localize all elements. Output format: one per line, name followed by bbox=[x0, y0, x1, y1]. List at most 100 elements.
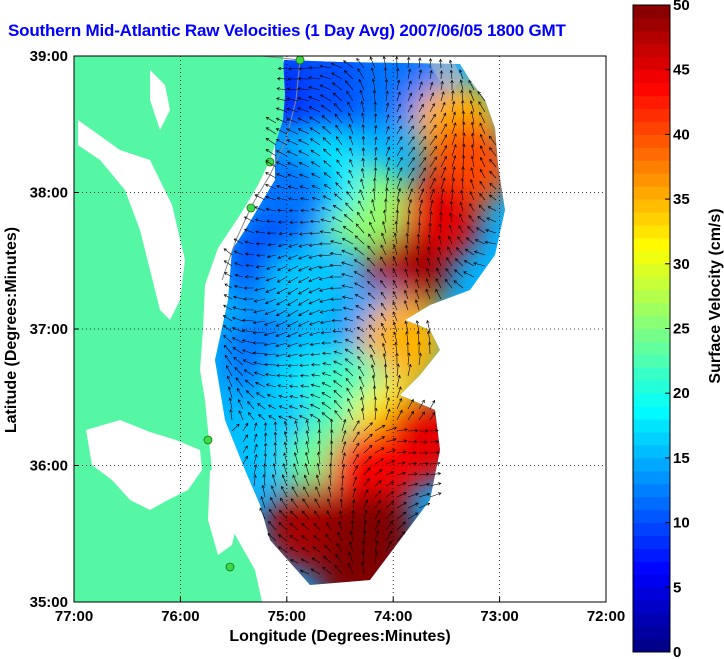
velocity-vector bbox=[252, 351, 266, 355]
velocity-vector bbox=[297, 107, 310, 113]
velocity-vector bbox=[232, 316, 244, 322]
velocity-vector bbox=[226, 364, 233, 377]
velocity-vector bbox=[407, 451, 417, 455]
velocity-vector bbox=[396, 136, 403, 146]
velocity-vector bbox=[298, 353, 310, 357]
velocity-vector bbox=[287, 173, 299, 179]
velocity-vector bbox=[305, 440, 310, 454]
velocity-vector bbox=[277, 220, 288, 224]
velocity-vector bbox=[396, 374, 401, 388]
velocity-vector bbox=[266, 231, 277, 235]
velocity-vector bbox=[373, 112, 378, 124]
velocity-vector bbox=[418, 429, 429, 433]
velocity-vector bbox=[273, 452, 277, 465]
velocity-vector bbox=[289, 522, 299, 531]
velocity-vector bbox=[394, 220, 398, 234]
velocity-vector bbox=[435, 288, 442, 300]
velocity-vector bbox=[396, 187, 402, 201]
velocity-vector bbox=[393, 331, 398, 344]
velocity-vector bbox=[318, 265, 332, 270]
velocity-vector bbox=[263, 432, 268, 443]
velocity-vector bbox=[267, 404, 277, 410]
velocity-vector bbox=[222, 325, 233, 333]
velocity-vector bbox=[407, 502, 419, 509]
velocity-vector bbox=[435, 278, 442, 289]
velocity-vector bbox=[318, 287, 332, 292]
velocity-vector bbox=[278, 522, 288, 531]
velocity-vector bbox=[305, 419, 310, 432]
velocity-vector bbox=[320, 331, 332, 335]
velocity-vector bbox=[299, 363, 310, 368]
x-tick-label: 76:00 bbox=[161, 608, 199, 625]
velocity-vector bbox=[374, 458, 384, 465]
velocity-vector bbox=[407, 177, 414, 190]
velocity-vector bbox=[415, 278, 420, 289]
velocity-vector bbox=[407, 125, 414, 135]
velocity-vector bbox=[268, 520, 277, 531]
velocity-vectors bbox=[222, 56, 497, 575]
velocity-vector bbox=[392, 311, 398, 322]
velocity-vector bbox=[484, 240, 497, 245]
velocity-vector bbox=[429, 492, 442, 498]
velocity-vector bbox=[275, 363, 288, 368]
colorbar-segment bbox=[633, 82, 670, 97]
velocity-vector bbox=[329, 240, 343, 245]
velocity-vector bbox=[415, 257, 420, 267]
velocity-vector bbox=[314, 498, 321, 509]
velocity-vector bbox=[231, 423, 240, 432]
velocity-vector bbox=[277, 66, 288, 71]
velocity-vector bbox=[319, 309, 332, 314]
velocity-vector bbox=[321, 206, 332, 212]
velocity-vector bbox=[309, 403, 321, 410]
velocity-vector bbox=[407, 114, 414, 124]
velocity-vector bbox=[363, 455, 372, 465]
velocity-vector bbox=[426, 319, 431, 333]
velocity-vector bbox=[298, 320, 310, 327]
velocity-vector bbox=[357, 355, 365, 366]
velocity-vector bbox=[428, 222, 432, 233]
velocity-vector bbox=[330, 308, 343, 312]
x-tick-label: 77:00 bbox=[55, 608, 93, 625]
velocity-vector bbox=[289, 559, 299, 564]
velocity-vector bbox=[287, 276, 299, 284]
velocity-vector bbox=[407, 482, 419, 487]
velocity-vector bbox=[342, 226, 354, 234]
velocity-vector bbox=[370, 364, 376, 377]
velocity-vector bbox=[440, 134, 447, 146]
velocity-vector bbox=[416, 245, 420, 256]
velocity-vector bbox=[234, 262, 244, 267]
velocity-vector bbox=[417, 221, 422, 234]
velocity-vector bbox=[299, 220, 310, 224]
velocity-vector bbox=[299, 185, 310, 190]
colorbar-segment bbox=[633, 186, 670, 200]
velocity-vector bbox=[233, 356, 244, 366]
velocity-vector bbox=[341, 429, 347, 443]
velocity-vector bbox=[310, 161, 321, 168]
velocity-vector bbox=[243, 286, 254, 290]
velocity-vector bbox=[321, 372, 332, 377]
velocity-vector bbox=[418, 146, 427, 157]
velocity-vector bbox=[374, 424, 386, 432]
velocity-vector bbox=[356, 316, 365, 322]
coast-region bbox=[430, 64, 462, 92]
velocity-vector bbox=[418, 103, 424, 113]
velocity-vector bbox=[299, 404, 310, 410]
velocity-vector bbox=[360, 178, 365, 190]
velocity-vector bbox=[440, 199, 444, 212]
velocity-vector bbox=[289, 395, 299, 399]
velocity-vector bbox=[267, 243, 277, 247]
velocity-vector bbox=[288, 232, 299, 236]
velocity-vector bbox=[265, 127, 277, 135]
velocity-vector bbox=[320, 218, 332, 223]
velocity-vector bbox=[385, 520, 394, 531]
velocity-vector bbox=[407, 398, 414, 410]
velocity-vector bbox=[418, 411, 425, 421]
velocity-vector bbox=[319, 298, 332, 303]
velocity-vector bbox=[371, 78, 376, 91]
velocity-vector bbox=[275, 309, 288, 316]
velocity-vector bbox=[223, 304, 233, 311]
velocity-vector bbox=[396, 363, 400, 377]
velocity-vector bbox=[385, 125, 390, 135]
velocity-vector bbox=[427, 246, 431, 256]
velocity-vector bbox=[233, 238, 244, 245]
